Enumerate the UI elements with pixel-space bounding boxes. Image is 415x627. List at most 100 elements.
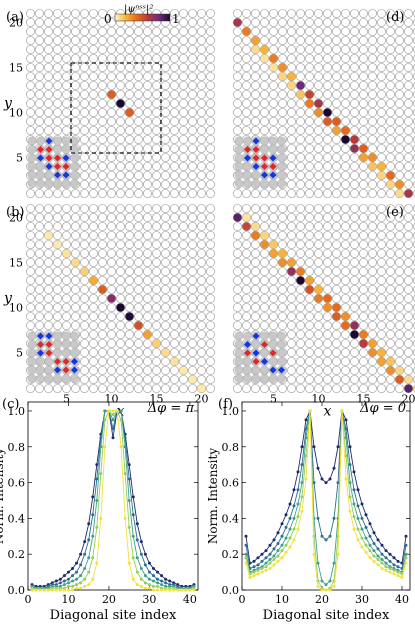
series-point-4 bbox=[151, 588, 155, 592]
lattice-site bbox=[197, 276, 206, 285]
lattice-site bbox=[152, 171, 161, 180]
lattice-site bbox=[350, 267, 359, 276]
lattice-site bbox=[368, 81, 377, 90]
lattice-site bbox=[170, 45, 179, 54]
lattice-site bbox=[260, 18, 269, 27]
lattice-site bbox=[107, 204, 116, 213]
lattice-site bbox=[188, 90, 197, 99]
lattice-site bbox=[341, 9, 350, 18]
lattice-site bbox=[296, 321, 305, 330]
lattice-site bbox=[404, 303, 413, 312]
lattice-site bbox=[323, 153, 332, 162]
lattice-site bbox=[62, 240, 71, 249]
lattice-site bbox=[143, 90, 152, 99]
inset-site bbox=[27, 170, 37, 180]
lattice-site bbox=[332, 90, 341, 99]
lattice-site bbox=[386, 258, 395, 267]
intensity-site bbox=[395, 375, 405, 385]
lattice-site bbox=[188, 294, 197, 303]
dashed-box bbox=[70, 62, 162, 154]
lattice-site bbox=[386, 375, 395, 384]
series-point-0 bbox=[272, 538, 276, 542]
intensity-site bbox=[314, 294, 324, 304]
lattice-site bbox=[386, 384, 395, 393]
lattice-site bbox=[170, 312, 179, 321]
inset-site bbox=[27, 331, 37, 341]
series-point-0 bbox=[264, 549, 268, 553]
lattice-site bbox=[98, 357, 107, 366]
lattice-site bbox=[170, 249, 179, 258]
lattice-site bbox=[350, 108, 359, 117]
series-point-4 bbox=[312, 552, 316, 556]
inset-blue-marker bbox=[260, 171, 269, 179]
series-point-3 bbox=[372, 554, 376, 558]
lattice-site bbox=[62, 276, 71, 285]
intensity-site bbox=[368, 152, 378, 162]
lattice-site bbox=[35, 249, 44, 258]
lattice-site bbox=[98, 189, 107, 198]
lattice-site bbox=[143, 54, 152, 63]
lattice-site bbox=[53, 108, 62, 117]
lattice-site bbox=[197, 9, 206, 18]
series-point-0 bbox=[256, 556, 260, 560]
intensity-site bbox=[377, 357, 387, 367]
lattice-site bbox=[107, 375, 116, 384]
lattice-site bbox=[35, 81, 44, 90]
lattice-site bbox=[206, 99, 215, 108]
lattice-site bbox=[116, 171, 125, 180]
lattice-site bbox=[143, 36, 152, 45]
lattice-site bbox=[35, 99, 44, 108]
lattice-site bbox=[305, 144, 314, 153]
lattice-site bbox=[134, 339, 143, 348]
lattice-site bbox=[404, 45, 413, 54]
lattice-site bbox=[107, 45, 116, 54]
lattice-site bbox=[152, 321, 161, 330]
lattice-site bbox=[251, 9, 260, 18]
lattice-site bbox=[242, 9, 251, 18]
lattice-site bbox=[341, 330, 350, 339]
inset-site bbox=[234, 357, 244, 366]
inset-site bbox=[268, 357, 278, 366]
lattice-site bbox=[89, 189, 98, 198]
series-point-4 bbox=[147, 586, 151, 590]
lattice-site bbox=[404, 72, 413, 81]
lattice-site bbox=[116, 222, 125, 231]
lattice-site bbox=[377, 258, 386, 267]
lattice-site bbox=[359, 366, 368, 375]
lattice-site bbox=[332, 45, 341, 54]
intensity-site bbox=[70, 258, 80, 268]
lattice-site bbox=[98, 162, 107, 171]
lattice-site bbox=[287, 321, 296, 330]
series-point-1 bbox=[151, 574, 155, 578]
series-point-3 bbox=[276, 554, 280, 558]
lattice-site bbox=[179, 285, 188, 294]
lattice-site bbox=[179, 339, 188, 348]
series-point-2 bbox=[328, 579, 332, 583]
series-point-4 bbox=[284, 550, 288, 554]
lattice-site bbox=[197, 63, 206, 72]
lattice-site bbox=[233, 321, 242, 330]
lattice-site bbox=[152, 54, 161, 63]
lattice-site bbox=[179, 375, 188, 384]
lattice-site bbox=[197, 18, 206, 27]
lattice-site bbox=[143, 171, 152, 180]
intensity-site bbox=[350, 321, 360, 331]
lattice-site bbox=[404, 117, 413, 126]
lattice-site bbox=[62, 222, 71, 231]
lattice-site bbox=[368, 321, 377, 330]
lattice-site bbox=[152, 222, 161, 231]
lattice-site bbox=[251, 117, 260, 126]
series-point-0 bbox=[87, 522, 91, 526]
lattice-site bbox=[296, 285, 305, 294]
lattice-site bbox=[152, 81, 161, 90]
series-point-3 bbox=[111, 413, 115, 417]
lattice-site bbox=[134, 54, 143, 63]
lattice-site bbox=[269, 213, 278, 222]
lattice-site bbox=[143, 267, 152, 276]
series-point-2 bbox=[71, 579, 75, 583]
series-point-4 bbox=[115, 409, 119, 413]
lattice-site bbox=[269, 276, 278, 285]
intensity-site bbox=[305, 285, 315, 295]
lattice-site bbox=[170, 9, 179, 18]
lattice-site bbox=[368, 135, 377, 144]
